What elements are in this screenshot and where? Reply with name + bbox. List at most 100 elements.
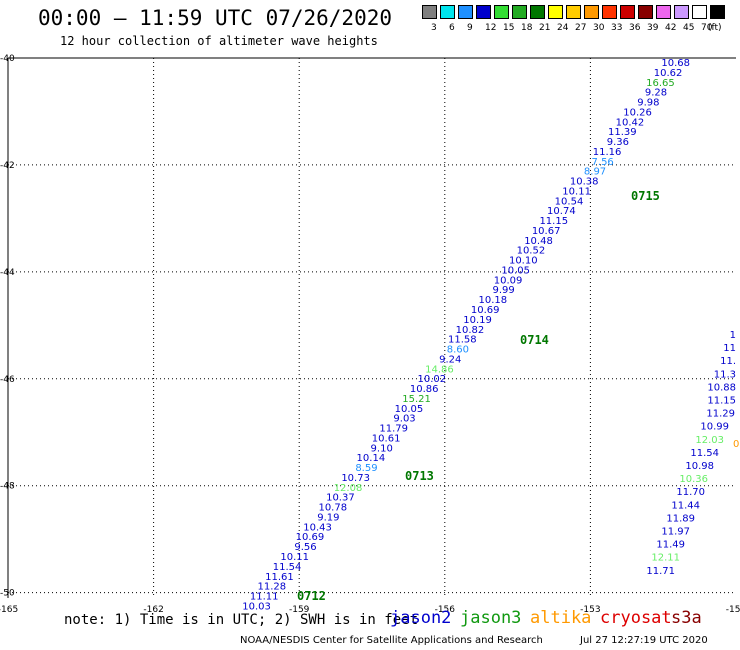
wave-height-label: 10.68 — [661, 58, 690, 69]
legend-label: 30 — [593, 23, 605, 33]
wave-height-label: 11.29 — [706, 409, 735, 420]
wave-height-label: 11.15 — [539, 216, 568, 227]
legend-label: 33 — [611, 23, 623, 33]
wave-height-label: 7.56 — [592, 157, 614, 168]
satellite-altika-label: altika — [530, 608, 592, 628]
satellite-s3a-label: s3a — [671, 608, 702, 628]
y-tick-label: -40 — [0, 54, 15, 64]
wave-height-label: 10.52 — [517, 246, 546, 257]
wave-height-label: 9.03 — [393, 414, 415, 425]
wave-height-label: 10.10 — [509, 256, 538, 267]
wave-height-label: 9.28 — [645, 88, 667, 99]
wave-height-label: 10.82 — [456, 325, 485, 336]
page-title: 00:00 – 11:59 UTC 07/26/2020 — [38, 6, 393, 30]
wave-height-label: 14.86 — [425, 364, 454, 375]
wave-height-label: 10.14 — [357, 453, 386, 464]
legend-label: 27 — [575, 23, 587, 33]
wave-height-label: 10.05 — [395, 404, 424, 415]
x-tick-label: -150 — [726, 605, 740, 615]
satellite-jason2-label: jason2 — [390, 608, 452, 628]
legend-swatch — [566, 5, 581, 19]
wave-height-label: 10.69 — [296, 532, 325, 543]
wave-height-label: 8.60 — [447, 345, 469, 356]
legend-swatch — [512, 5, 527, 19]
track-time-label: 0715 — [631, 189, 660, 203]
legend-label: 36 — [629, 23, 641, 33]
wave-height-label: 12.08 — [334, 483, 363, 494]
footer-timestamp: Jul 27 12:27:19 UTC 2020 — [580, 635, 708, 646]
wave-height-label: 11.3 — [714, 369, 736, 380]
legend-swatch — [548, 5, 563, 19]
wave-height-label: 12.11 — [651, 553, 680, 564]
wave-height-label: 10.11 — [562, 186, 591, 197]
legend-unit: (ft) — [708, 23, 722, 33]
wave-height-label: 11.70 — [676, 487, 705, 498]
wave-height-label: 10.11 — [280, 552, 309, 563]
wave-height-label: 11.54 — [690, 448, 719, 459]
wave-height-label: 9.19 — [317, 512, 339, 523]
wave-height-label: 11.11 — [250, 592, 279, 603]
x-tick-label: -159 — [289, 605, 310, 615]
wave-height-label: 10.26 — [623, 107, 652, 118]
legend-label: 12 — [485, 23, 497, 33]
wave-height-label: 10.37 — [326, 493, 355, 504]
legend-swatch — [584, 5, 599, 19]
wave-height-label: 0 — [733, 439, 739, 450]
wave-height-label: 9.24 — [439, 354, 461, 365]
y-tick-label: -42 — [0, 161, 15, 171]
wave-height-label: 10.36 — [679, 474, 708, 485]
wave-height-label: 9.10 — [371, 443, 393, 454]
x-tick-label: -165 — [0, 605, 18, 615]
wave-height-label: 16.65 — [646, 78, 675, 89]
wave-height-label: 10.98 — [685, 461, 714, 472]
wave-height-label: 9.36 — [607, 137, 629, 148]
wave-height-label: 10.42 — [616, 117, 645, 128]
wave-height-label: 11. — [720, 356, 736, 367]
wave-height-label: 11.71 — [646, 566, 675, 577]
legend-swatch — [674, 5, 689, 19]
satellite-cryosat-label: cryosat — [600, 608, 672, 628]
legend-label: 21 — [539, 23, 551, 33]
legend-swatch — [530, 5, 545, 19]
wave-height-label: 11.49 — [656, 540, 685, 551]
y-tick-label: -48 — [0, 482, 15, 492]
wave-height-label: 11.44 — [671, 500, 700, 511]
page-subtitle: 12 hour collection of altimeter wave hei… — [60, 34, 378, 48]
wave-height-label: 10.54 — [555, 196, 584, 207]
legend-swatch — [620, 5, 635, 19]
legend-label: 45 — [683, 23, 695, 33]
track-time-label: 0713 — [405, 469, 434, 483]
footer-credit: NOAA/NESDIS Center for Satellite Applica… — [240, 635, 543, 646]
wave-height-label: 10.78 — [318, 503, 347, 514]
wave-height-label: 10.99 — [700, 422, 729, 433]
legend-label: 6 — [449, 23, 455, 33]
wave-height-label: 9.56 — [294, 542, 316, 553]
legend-swatch — [710, 5, 725, 19]
legend-label: 24 — [557, 23, 569, 33]
wave-height-label: 11.61 — [265, 572, 294, 583]
legend-swatch — [458, 5, 473, 19]
wave-height-label: 11.39 — [608, 127, 637, 138]
wave-height-label: 11.16 — [593, 147, 622, 158]
wave-height-label: 10.73 — [341, 473, 370, 484]
wave-height-label: 8.59 — [355, 463, 377, 474]
wave-height-label: 10.74 — [547, 206, 576, 217]
wave-height-label: 10.67 — [532, 226, 561, 237]
track-time-label: 0714 — [520, 333, 549, 347]
wave-height-label: 9.98 — [637, 98, 659, 109]
legend-label: 9 — [467, 23, 473, 33]
y-tick-label: -44 — [0, 268, 15, 278]
wave-height-label: 15.21 — [402, 394, 431, 405]
satellite-jason3-label: jason3 — [460, 608, 522, 628]
wave-height-label: 11.28 — [257, 582, 286, 593]
wave-height-label: 10.48 — [524, 236, 553, 247]
color-legend: 3 6 9 12 15 18 21 24 27 30 33 36 39 42 45 70 (ft) — [422, 5, 740, 35]
wave-height-label: 10.62 — [654, 68, 683, 79]
wave-height-label: 11 — [723, 343, 736, 354]
legend-swatch — [422, 5, 437, 19]
wave-height-label: 12.03 — [695, 435, 724, 446]
wave-height-label: 11.15 — [707, 396, 736, 407]
wave-height-label: 11.89 — [666, 513, 695, 524]
wave-height-label: 9.99 — [492, 285, 514, 296]
